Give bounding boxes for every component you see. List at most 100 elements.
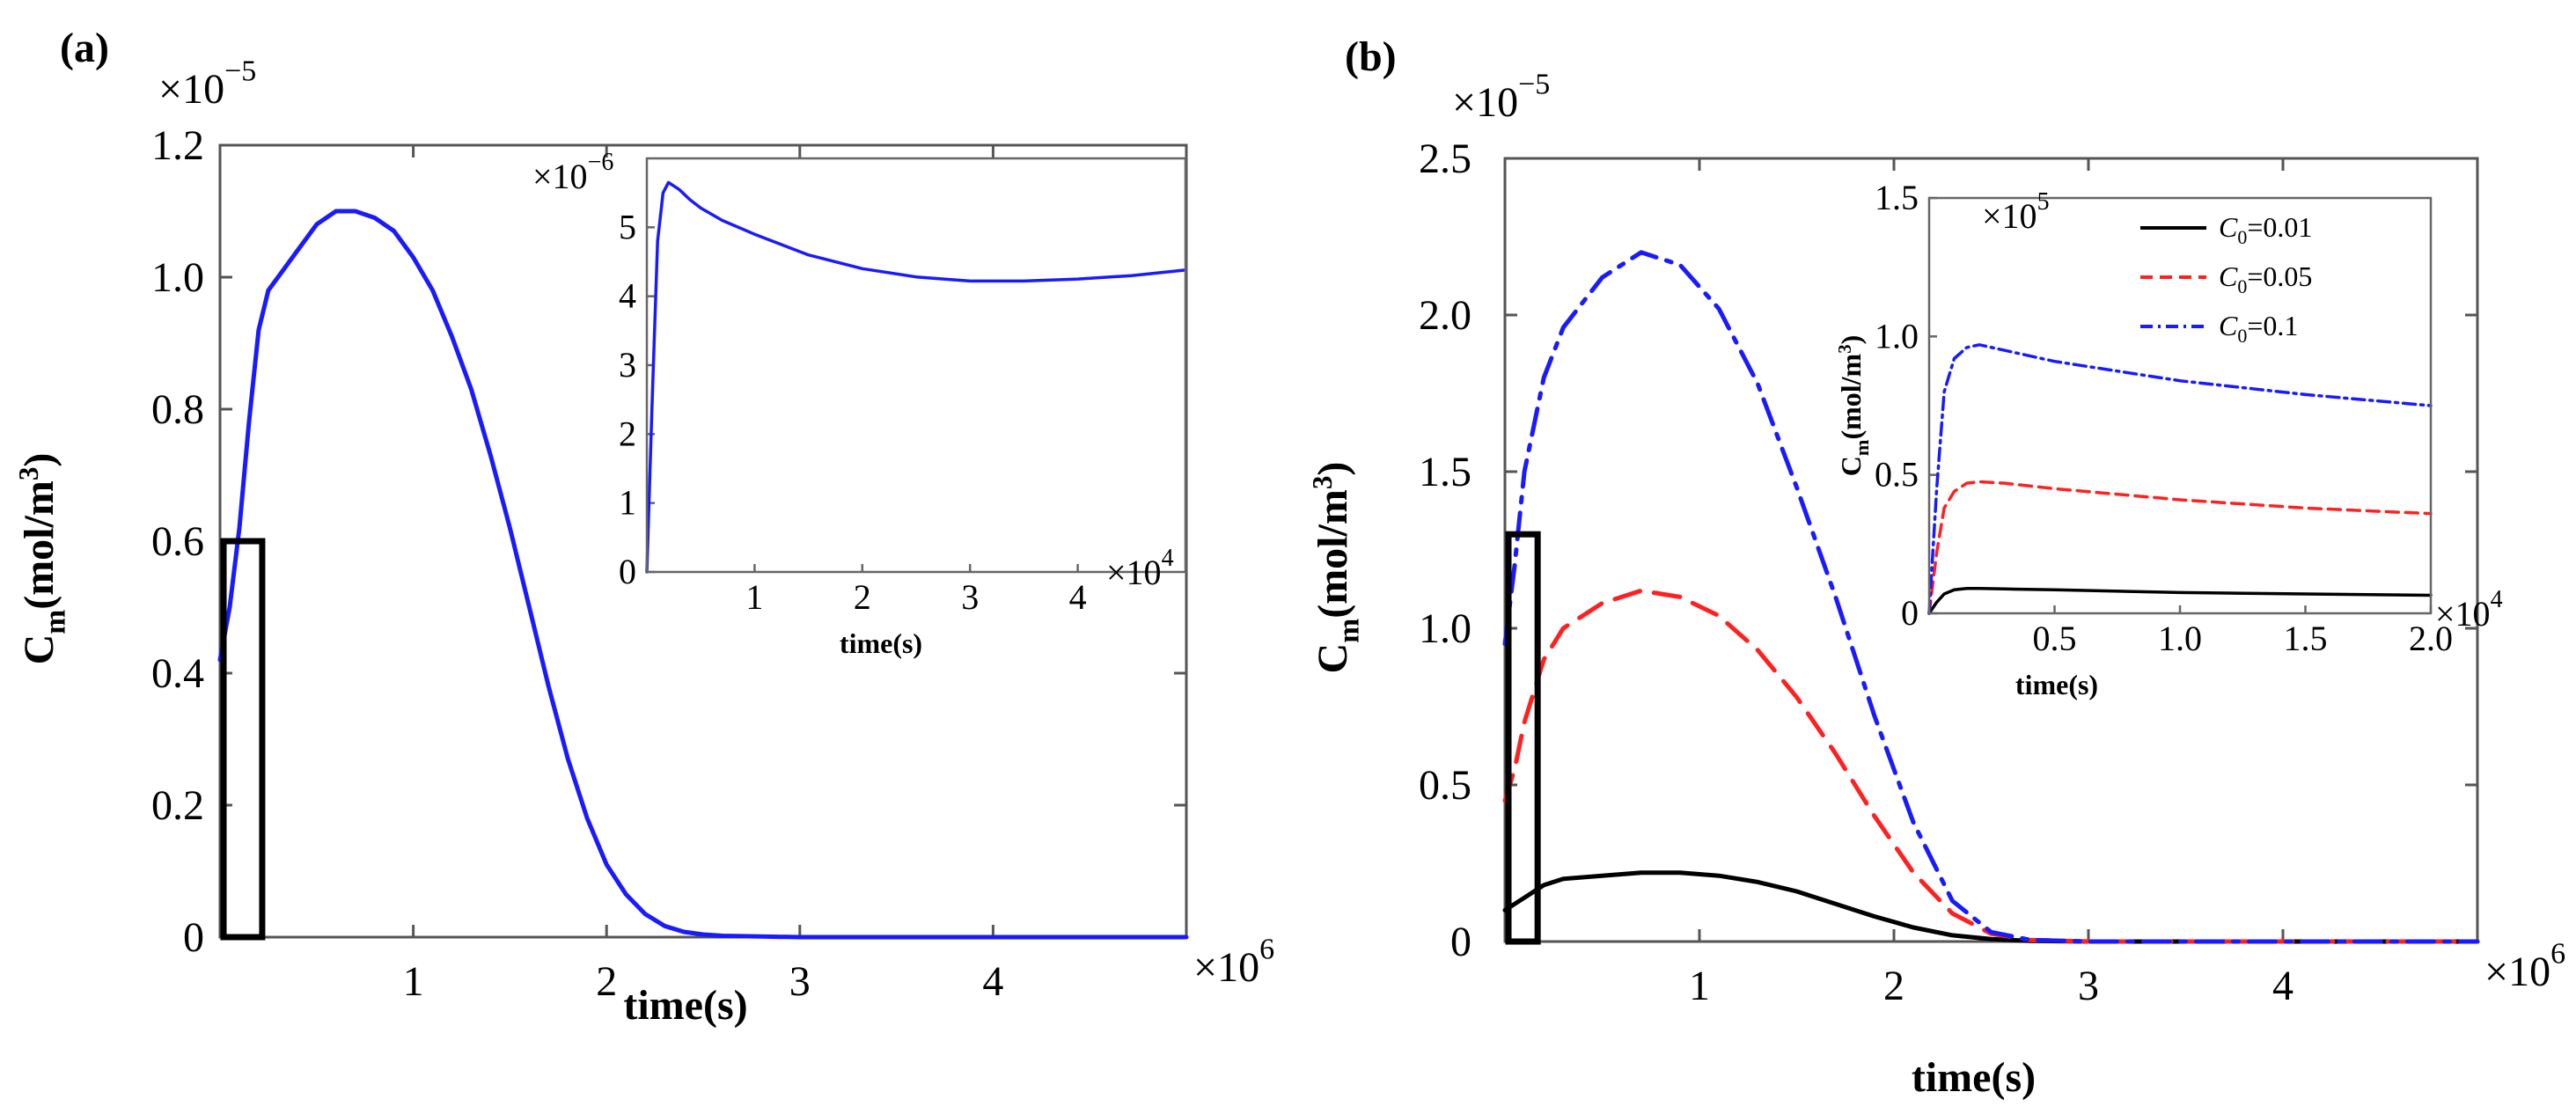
highlight-box [220, 538, 266, 941]
y-axis-title-subscript: m [1332, 619, 1365, 643]
y-multiplier-exponent: −5 [224, 55, 256, 88]
plot-frame [1503, 157, 2479, 943]
inset-x-multiplier: ×104 [1106, 545, 1174, 592]
inset-x-multiplier-base: ×10 [1106, 553, 1162, 592]
x-multiplier-base: ×10 [2484, 949, 2550, 995]
y-tick-label: 1.0 [151, 254, 204, 301]
inset-y-axis-title-close: ) [1835, 335, 1867, 345]
series-line-1 [1927, 480, 2433, 615]
inset-y-axis-title-symbol: C [1835, 456, 1867, 476]
x-multiplier-exponent: 6 [1259, 934, 1274, 966]
y-multiplier-base: ×10 [1452, 79, 1518, 126]
x-axis-title: time(s) [1912, 1054, 2036, 1101]
legend-label: C0=0.01 [2219, 211, 2312, 248]
legend-subscript: 0 [2237, 275, 2247, 297]
inset-x-tick-label: 3 [961, 577, 979, 617]
x-multiplier: ×106 [2484, 938, 2565, 996]
y-tick-label: 2.5 [1419, 136, 1471, 182]
x-multiplier: ×106 [1193, 934, 1274, 992]
y-axis-title-unit: (mol/m [16, 480, 62, 610]
series-line-2 [1502, 250, 2480, 944]
x-tick-label: 4 [2272, 963, 2293, 1009]
legend-label: C0=0.1 [2219, 310, 2298, 347]
legend-subscript: 0 [2237, 226, 2247, 248]
legend-value: =0.05 [2247, 260, 2312, 292]
x-multiplier-exponent: 6 [2550, 938, 2565, 971]
inset-frame [645, 157, 1187, 574]
inset-background [1929, 198, 2431, 613]
x-axis-title: time(s) [623, 982, 747, 1029]
inset-x-tick-label: 0.5 [2033, 619, 2077, 658]
inset-x-multiplier-base: ×10 [2435, 594, 2491, 634]
legend-label: C0=0.05 [2219, 260, 2312, 297]
legend-symbol: C [2219, 260, 2238, 292]
y-axis-title-unit-exponent: 3 [13, 467, 44, 481]
inset-x-tick-label: 2 [854, 577, 871, 617]
y-axis-title-unit-exponent: 3 [1307, 476, 1338, 490]
y-axis-title: Cm(mol/m3) [13, 453, 71, 665]
inset-y-tick-label: 0.5 [1875, 455, 1919, 495]
inset-x-tick-label: 1.5 [2284, 619, 2328, 658]
y-tick-label: 0.4 [151, 650, 204, 697]
inset-y-tick-label: 2 [619, 414, 636, 453]
inset-x-tick-label: 1.0 [2158, 619, 2202, 658]
series-line-0 [217, 209, 1189, 940]
highlight-box [1505, 531, 1541, 945]
legend-symbol: C [2219, 211, 2238, 243]
inset-y-tick-label: 3 [619, 345, 636, 385]
inset-y-tick-label: 1 [619, 483, 636, 523]
y-tick-label: 0.5 [1419, 762, 1471, 809]
inset-x-axis-title: time(s) [840, 627, 922, 659]
y-axis-title-subscript: m [39, 610, 71, 634]
panel-b: 1 2 3 400.51.01.52.02.5×106×10−5time(s)Cm(m… [1307, 33, 2565, 1101]
inset-y-multiplier: ×10−6 [532, 149, 613, 196]
y-multiplier-base: ×10 [158, 66, 224, 113]
panel-label: (a) [60, 25, 109, 71]
inset-x-tick-label: 1 [745, 577, 763, 617]
inset-x-axis-title: time(s) [2015, 669, 2098, 700]
y-tick-label: 0.6 [151, 518, 204, 565]
y-tick-label: 0 [183, 914, 204, 961]
y-axis-title-close: ) [16, 453, 62, 467]
x-multiplier-base: ×10 [1193, 944, 1259, 991]
x-tick-label: 2 [1883, 963, 1904, 1009]
panel-a: 1 2 3 400.20.40.60.81.01.2×106×10−5time(s)C… [13, 25, 1274, 1029]
x-tick-label: 3 [2078, 963, 2099, 1009]
inset-y-axis-title-unit-exponent: 3 [1835, 344, 1855, 353]
series-line-0 [645, 180, 1187, 574]
inset-y-axis-title-subscript: m [1851, 439, 1873, 456]
y-tick-label: 0.8 [151, 386, 204, 433]
legend-value: =0.01 [2247, 211, 2312, 243]
y-axis-title-unit: (mol/m [1310, 489, 1356, 619]
inset-background [647, 158, 1185, 572]
inset-y-tick-label: 5 [619, 207, 636, 246]
x-tick-label: 1 [1689, 963, 1710, 1009]
inset-y-multiplier-exponent: −6 [588, 149, 614, 176]
y-axis-title-close: ) [1310, 462, 1356, 476]
inset-y-tick-label: 0 [1901, 593, 1919, 633]
series-line-2 [1927, 343, 2433, 615]
y-tick-label: 0.2 [151, 782, 204, 829]
series-line-0 [1927, 586, 2433, 615]
legend-subscript: 0 [2237, 325, 2247, 347]
y-tick-label: 0 [1450, 919, 1471, 965]
inset-x-multiplier-exponent: 4 [1162, 545, 1174, 572]
inset-x-tick-label: 2.0 [2409, 619, 2453, 658]
y-axis-title-symbol: C [16, 634, 62, 665]
y-tick-label: 1.5 [1419, 449, 1471, 495]
inset-x-multiplier: ×104 [2435, 586, 2503, 634]
inset-y-multiplier-base: ×10 [532, 157, 588, 196]
y-multiplier: ×10−5 [1452, 69, 1550, 127]
y-tick-label: 2.0 [1419, 292, 1471, 339]
inset-y-axis-title-unit: (mol/m [1835, 353, 1867, 439]
x-tick-label: 4 [982, 958, 1003, 1005]
inset-y-tick-label: 1.5 [1875, 178, 1919, 217]
inset-y-multiplier-base: ×10 [1982, 196, 2037, 236]
x-tick-label: 3 [789, 958, 811, 1005]
y-axis-title: Cm(mol/m3) [1307, 462, 1365, 674]
y-tick-label: 1.2 [151, 122, 204, 169]
inset-x-tick-label: 4 [1069, 577, 1087, 617]
x-tick-label: 2 [596, 958, 617, 1005]
inset-x-multiplier-exponent: 4 [2491, 586, 2503, 613]
